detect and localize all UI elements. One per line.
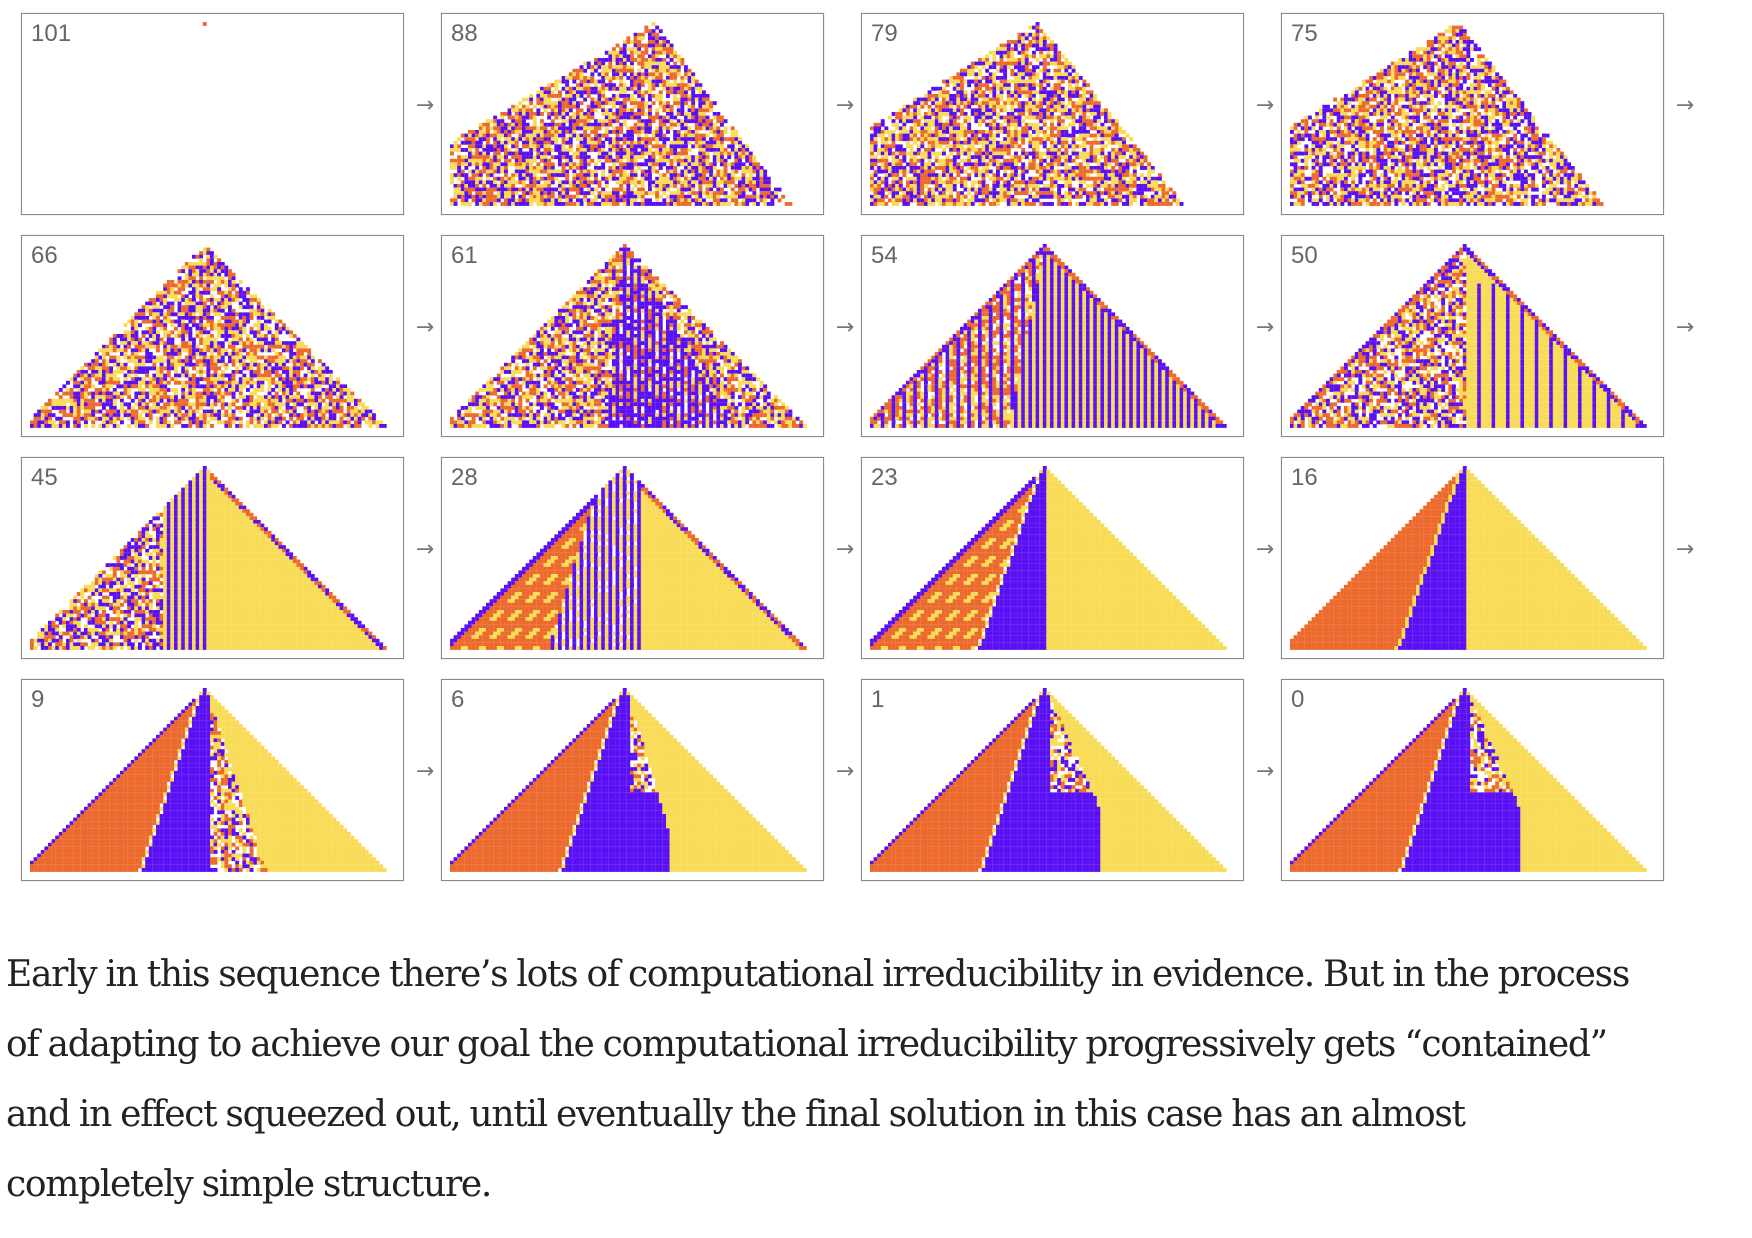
ca-pattern-image [1282,14,1663,214]
panel-step-label: 45 [31,464,58,491]
ca-panel: 0 [1281,679,1664,881]
ca-pattern-image [22,236,403,436]
ca-panel: 66 [21,235,404,437]
ca-pattern-image [442,236,823,436]
arrow-right-icon: → [415,93,435,118]
ca-panel: 45 [21,457,404,659]
ca-pattern-image [1282,236,1663,436]
ca-pattern-image [1282,458,1663,658]
ca-panel: 28 [441,457,824,659]
ca-evolution-figure: 101 → 88 → 79 → 75 → 66 → 61 → 54 → 50 → 45 → 28 → 23 → 16 → 9 → 6… [21,13,1741,883]
ca-panel: 61 [441,235,824,437]
body-paragraph: Early in this sequence there’s lots of c… [6,940,1752,1220]
panel-step-label: 61 [451,242,478,269]
arrow-right-icon: → [835,315,855,340]
panel-step-label: 50 [1291,242,1318,269]
ca-pattern-image [22,458,403,658]
paragraph-line: completely simple structure. [6,1164,492,1205]
ca-pattern-image [862,458,1243,658]
ca-pattern-image [442,458,823,658]
panel-step-label: 28 [451,464,478,491]
panel-step-label: 54 [871,242,898,269]
ca-panel: 54 [861,235,1244,437]
panel-step-label: 0 [1291,686,1305,713]
arrow-right-icon: → [1675,315,1695,340]
panel-step-label: 101 [31,20,72,47]
ca-panel: 9 [21,679,404,881]
ca-panel: 6 [441,679,824,881]
arrow-right-icon: → [1675,537,1695,562]
arrow-right-icon: → [835,759,855,784]
arrow-right-icon: → [1255,759,1275,784]
panel-step-label: 9 [31,686,45,713]
ca-pattern-image [442,680,823,880]
ca-pattern-image [22,14,403,214]
ca-pattern-image [862,14,1243,214]
arrow-right-icon: → [1255,537,1275,562]
ca-panel: 1 [861,679,1244,881]
ca-panel: 50 [1281,235,1664,437]
panel-step-label: 6 [451,686,465,713]
paragraph-line: of adapting to achieve our goal the comp… [6,1024,1608,1065]
ca-panel: 79 [861,13,1244,215]
ca-panel: 101 [21,13,404,215]
paragraph-line: Early in this sequence there’s lots of c… [6,954,1630,995]
ca-panel: 88 [441,13,824,215]
ca-panel: 75 [1281,13,1664,215]
arrow-right-icon: → [1255,93,1275,118]
panel-step-label: 16 [1291,464,1318,491]
arrow-right-icon: → [415,537,435,562]
panel-step-label: 75 [1291,20,1318,47]
panel-step-label: 88 [451,20,478,47]
ca-pattern-image [22,680,403,880]
paragraph-line: and in effect squeezed out, until eventu… [6,1094,1466,1135]
arrow-right-icon: → [835,537,855,562]
ca-pattern-image [442,14,823,214]
arrow-right-icon: → [1675,93,1695,118]
arrow-right-icon: → [1255,315,1275,340]
ca-pattern-image [1282,680,1663,880]
panel-step-label: 1 [871,686,885,713]
panel-step-label: 79 [871,20,898,47]
arrow-right-icon: → [415,315,435,340]
arrow-right-icon: → [415,759,435,784]
ca-panel: 16 [1281,457,1664,659]
ca-pattern-image [862,236,1243,436]
panel-step-label: 66 [31,242,58,269]
arrow-right-icon: → [835,93,855,118]
panel-step-label: 23 [871,464,898,491]
ca-panel: 23 [861,457,1244,659]
ca-pattern-image [862,680,1243,880]
